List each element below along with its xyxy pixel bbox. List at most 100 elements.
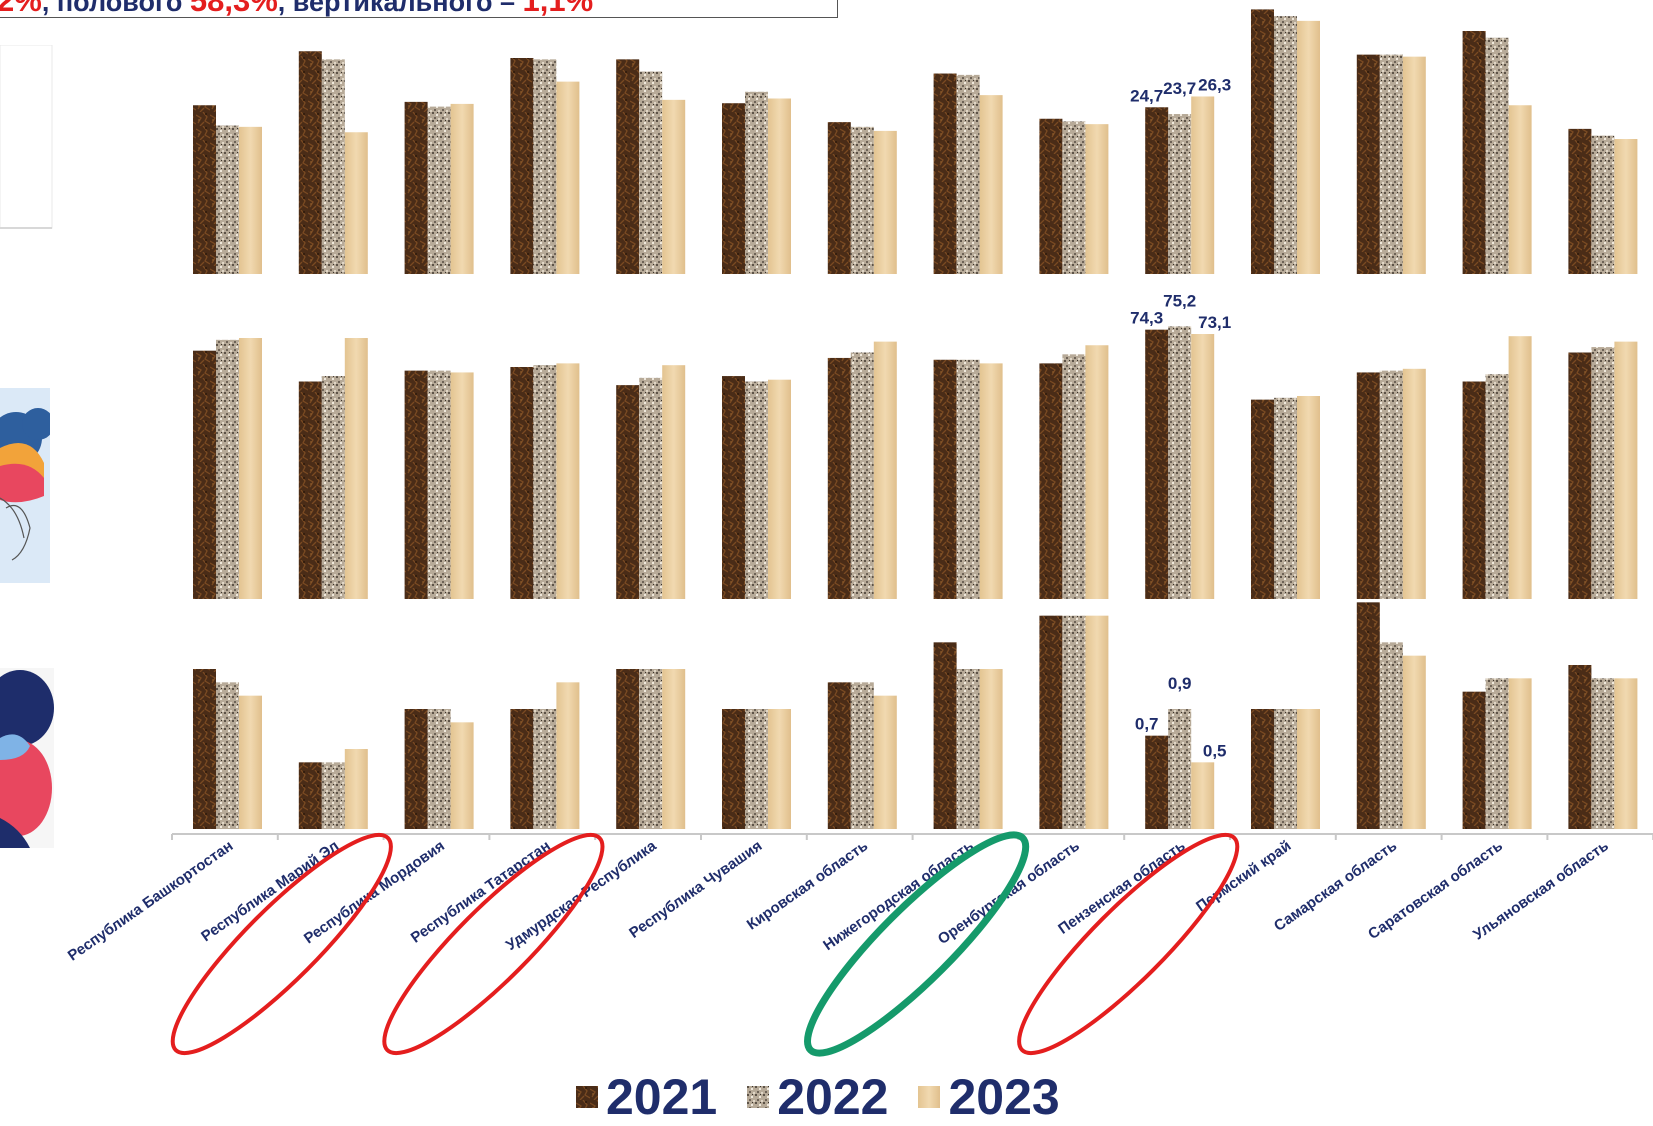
bar-top-2022-12 <box>1485 37 1509 274</box>
bar-top-2023-0 <box>239 126 262 274</box>
header-part: 58,3% <box>189 0 278 18</box>
bar-bottom-2022-3 <box>533 709 557 829</box>
bar-top-2023-3 <box>556 81 580 274</box>
bar-middle-2021-0 <box>193 350 216 599</box>
legend-item-2021: 2021 <box>576 1068 717 1126</box>
data-labels-layer: 24,7 23,7 26,3 74,375,273,1 0,7 0,9 0,5 <box>1130 75 1231 760</box>
bar-top-2021-6 <box>827 122 851 274</box>
bar-bottom-2022-6 <box>850 682 874 829</box>
bar-bottom-2023-4 <box>662 669 686 829</box>
bar-top-2023-6 <box>873 130 897 274</box>
bar-bottom-2023-9 <box>1191 762 1215 829</box>
bar-top-2022-11 <box>1379 54 1403 274</box>
bar-middle-2023-10 <box>1297 396 1320 599</box>
data-label-middle-1: 75,2 <box>1163 291 1196 310</box>
bar-middle-2023-4 <box>662 365 686 599</box>
bar-top-2022-9 <box>1168 114 1192 275</box>
bar-middle-2021-11 <box>1356 372 1380 599</box>
bar-middle-2022-9 <box>1168 326 1192 599</box>
bar-top-2021-0 <box>193 105 216 274</box>
bar-bottom-2021-3 <box>510 709 534 829</box>
bar-top-2022-3 <box>533 59 557 274</box>
legend-label-2023: 2023 <box>948 1069 1060 1125</box>
legend-item-2022: 2022 <box>747 1068 888 1126</box>
bar-bottom-2021-4 <box>616 669 640 829</box>
bar-middle-2023-7 <box>979 363 1003 599</box>
data-label-middle-0: 74,3 <box>1130 309 1163 328</box>
illustration-top <box>0 45 53 229</box>
bar-bottom-2023-12 <box>1508 678 1532 829</box>
highlight-ellipse-red <box>382 832 605 1056</box>
bar-top-2023-2 <box>450 103 474 275</box>
bar-bottom-2022-8 <box>1062 615 1086 829</box>
header-banner: 2%, полового 58,3%, вертикального – 1,1% <box>0 0 838 18</box>
bar-bottom-2023-6 <box>873 695 897 829</box>
bar-bottom-2022-2 <box>427 709 451 829</box>
data-label-top-0: 24,7 <box>1130 86 1163 105</box>
bar-middle-2021-4 <box>616 385 640 599</box>
bar-middle-2021-7 <box>933 359 957 599</box>
bar-middle-2022-7 <box>956 359 980 599</box>
bar-middle-2023-3 <box>556 363 580 599</box>
data-label-bottom-2: 0,5 <box>1203 741 1227 760</box>
bar-bottom-2021-12 <box>1462 691 1486 829</box>
bar-middle-2023-11 <box>1402 368 1426 599</box>
bar-middle-2021-3 <box>510 367 534 599</box>
bar-top-2021-5 <box>722 103 745 274</box>
bar-bottom-2023-2 <box>450 722 474 829</box>
bar-top-2021-4 <box>616 59 640 274</box>
bar-bottom-2023-10 <box>1297 709 1320 829</box>
bar-middle-2021-1 <box>298 381 322 599</box>
illustration-person-icon <box>0 668 54 848</box>
legend-swatch-2022 <box>747 1086 770 1108</box>
bar-middle-2021-12 <box>1462 381 1486 599</box>
bar-bottom-2021-5 <box>722 709 745 829</box>
header-part: , полового <box>41 0 190 17</box>
illustration-people-icon <box>0 388 50 583</box>
bar-top-2021-3 <box>510 58 534 274</box>
bar-top-2023-4 <box>662 99 686 274</box>
data-label-top-1: 23,7 <box>1163 79 1196 98</box>
bar-middle-2022-8 <box>1062 354 1086 599</box>
bar-top-2021-12 <box>1462 31 1486 274</box>
bar-bottom-2021-8 <box>1039 615 1063 829</box>
bar-middle-2021-9 <box>1145 329 1169 599</box>
bar-bottom-2022-10 <box>1274 709 1297 829</box>
bar-bottom-2021-1 <box>298 762 322 829</box>
bar-middle-2021-13 <box>1568 352 1592 599</box>
bar-bottom-2021-7 <box>933 642 957 829</box>
bar-middle-2022-4 <box>639 377 663 599</box>
bar-bottom-2021-0 <box>193 669 216 829</box>
bar-middle-2021-5 <box>722 376 745 599</box>
highlight-ellipse-red <box>170 832 393 1056</box>
bar-top-2022-2 <box>427 106 451 274</box>
bar-middle-2021-8 <box>1039 363 1063 599</box>
bar-bottom-2023-5 <box>768 709 791 829</box>
legend: 2021 2022 2023 <box>576 1068 1090 1126</box>
bar-bottom-2022-0 <box>216 682 239 829</box>
bar-middle-2023-2 <box>450 372 474 599</box>
bar-bottom-2022-4 <box>639 669 663 829</box>
bar-top-2022-8 <box>1062 121 1086 274</box>
bar-middle-2023-9 <box>1191 334 1215 599</box>
bar-top-2023-11 <box>1402 56 1426 275</box>
bar-top-2021-10 <box>1251 9 1274 275</box>
bar-middle-2023-6 <box>873 341 897 599</box>
bar-top-2023-12 <box>1508 105 1532 274</box>
bar-top-2021-1 <box>298 51 322 274</box>
bar-middle-2022-1 <box>321 376 345 599</box>
bar-top-2022-1 <box>321 59 345 274</box>
bar-top-2021-2 <box>404 101 428 274</box>
bars-layer <box>193 9 1638 829</box>
bar-top-2022-4 <box>639 71 663 274</box>
bar-bottom-2023-0 <box>239 695 262 829</box>
legend-label-2021: 2021 <box>606 1069 718 1125</box>
bar-middle-2022-0 <box>216 339 239 599</box>
bar-bottom-2022-9 <box>1168 709 1192 829</box>
bar-middle-2023-5 <box>768 379 791 599</box>
data-label-middle-2: 73,1 <box>1198 313 1231 332</box>
bar-top-2021-13 <box>1568 128 1592 274</box>
bar-top-2021-7 <box>933 73 957 275</box>
bar-top-2021-9 <box>1145 107 1169 275</box>
bar-middle-2023-12 <box>1508 336 1532 599</box>
